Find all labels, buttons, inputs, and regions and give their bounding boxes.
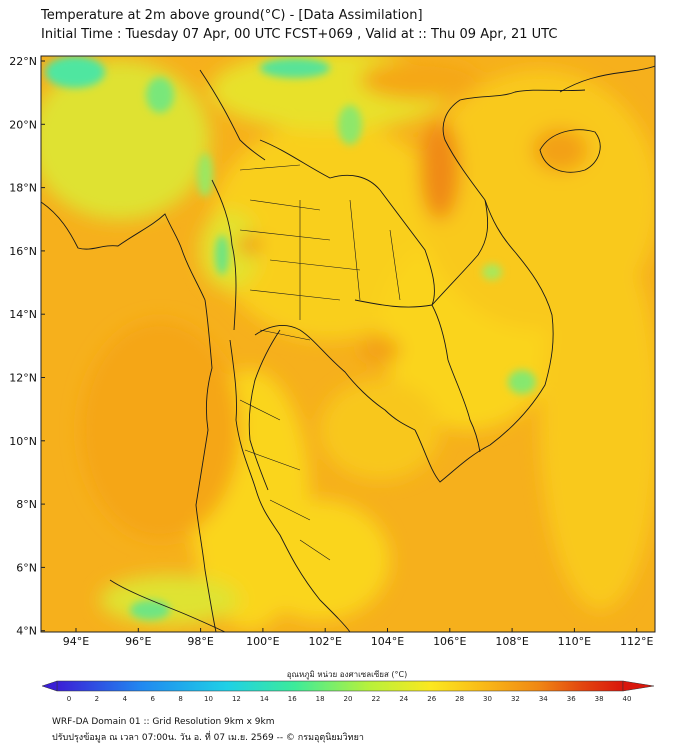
colorbar-bar — [56, 680, 624, 692]
coastline-peninsula-east — [248, 329, 281, 491]
chart-title: Temperature at 2m above ground(°C) - [Da… — [41, 8, 423, 23]
border-thailand-myanmar — [211, 179, 237, 331]
colorbar-tick-label: 20 — [344, 695, 353, 703]
map-frame — [40, 55, 656, 633]
colorbar-label: อุณหภูมิ หน่วย องศาเซลเซียส (°C) — [287, 670, 408, 680]
colorbar-tick-label: 12 — [232, 695, 241, 703]
coastline-china — [559, 65, 655, 93]
colorbar-tick-label: 28 — [455, 695, 464, 703]
border-myanmar-china — [199, 69, 266, 161]
latitude-label: 10°N — [9, 435, 37, 448]
colorbar-tick-label: 24 — [399, 695, 408, 703]
colorbar-tick-label: 6 — [150, 695, 155, 703]
border-thailand-cambodia — [354, 299, 449, 361]
colorbar-tick-label: 8 — [178, 695, 182, 703]
colorbar-tick-label: 40 — [623, 695, 632, 703]
colorbar-tick-label: 22 — [371, 695, 380, 703]
colorbar-tick-label: 38 — [595, 695, 604, 703]
footer-update-info: ปรับปรุงข้อมูล ณ เวลา 07:00น. วัน อ. ที่… — [52, 733, 364, 743]
footer-model-info: WRF-DA Domain 01 :: Grid Resolution 9km … — [52, 717, 275, 727]
colorbar-tick-label: 26 — [427, 695, 436, 703]
latitude-label: 16°N — [9, 245, 37, 258]
latitude-label: 20°N — [9, 118, 37, 131]
colorbar-tick-label: 14 — [260, 695, 269, 703]
border-cambodia-vietnam — [447, 359, 481, 453]
longitude-label: 96°E — [125, 635, 151, 648]
colorbar-tick-label: 36 — [567, 695, 576, 703]
latitude-label: 18°N — [9, 182, 37, 195]
temperature-field — [41, 56, 655, 632]
colorbar-tick-label: 2 — [95, 695, 99, 703]
latitude-label: 22°N — [9, 55, 37, 68]
colorbar-tick-label: 10 — [204, 695, 213, 703]
colorbar-tick-label: 32 — [511, 695, 520, 703]
colorbar-tick-label: 16 — [288, 695, 297, 703]
border-thailand-laos — [259, 139, 435, 306]
colorbar: 0 2 4 6 8 10 12 14 16 18 20 22 24 26 28 30 32 34 36 38 40 — [41, 680, 655, 703]
border-laos-vietnam — [431, 199, 489, 306]
longitude-label: 94°E — [63, 635, 89, 648]
colorbar-ticks: 0 2 4 6 8 10 12 14 16 18 20 22 24 26 28 30 32 34 36 38 40 — [67, 695, 632, 703]
latitude-axis: 22°N 20°N 18°N 16°N 14°N 12°N 10°N 8°N 6°N 4°N — [9, 55, 45, 638]
coastline-gulf — [254, 324, 416, 431]
longitude-label: 100°E — [246, 635, 279, 648]
latitude-label: 4°N — [16, 625, 37, 638]
province-lines — [239, 164, 401, 561]
longitude-label: 104°E — [371, 635, 404, 648]
colorbar-min-arrow — [41, 680, 58, 692]
longitude-label: 98°E — [187, 635, 213, 648]
colorbar-tick-label: 30 — [483, 695, 492, 703]
longitude-axis: 94°E 96°E 98°E 100°E 102°E 104°E 106°E 108°E 110… — [63, 628, 653, 648]
coastline-myanmar-west — [41, 201, 217, 632]
colorbar-tick-label: 34 — [539, 695, 548, 703]
coastline-sumatra — [109, 579, 226, 632]
latitude-label: 14°N — [9, 308, 37, 321]
colorbar-tick-label: 0 — [67, 695, 71, 703]
boundary-lines — [41, 65, 655, 632]
longitude-label: 108°E — [495, 635, 528, 648]
longitude-label: 102°E — [308, 635, 341, 648]
colorbar-tick-label: 18 — [316, 695, 325, 703]
colorbar-tick-label: 4 — [123, 695, 128, 703]
latitude-label: 6°N — [16, 561, 37, 574]
coastline-vietnam-south — [414, 199, 554, 483]
coastline-peninsula — [229, 339, 351, 632]
coastline-vietnam-north — [442, 89, 586, 201]
colorbar-max-arrow — [622, 680, 655, 692]
longitude-label: 110°E — [558, 635, 591, 648]
latitude-label: 8°N — [16, 498, 37, 511]
longitude-label: 106°E — [433, 635, 466, 648]
latitude-label: 12°N — [9, 372, 37, 385]
chart-subtitle: Initial Time : Tuesday 07 Apr, 00 UTC FC… — [41, 27, 558, 42]
coastline-hainan — [539, 129, 601, 173]
longitude-label: 112°E — [620, 635, 653, 648]
